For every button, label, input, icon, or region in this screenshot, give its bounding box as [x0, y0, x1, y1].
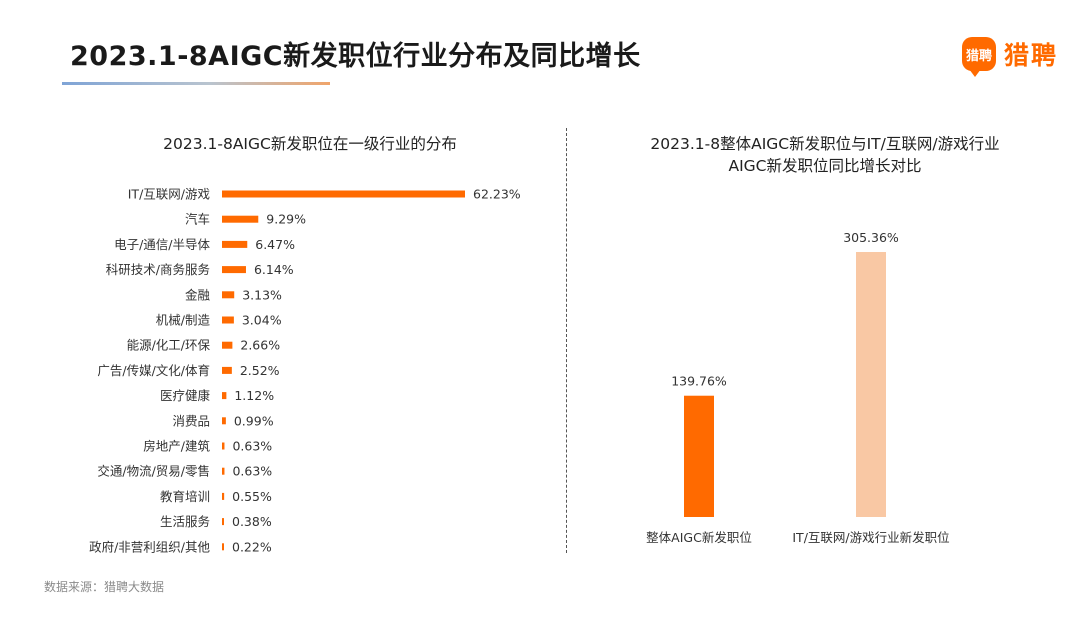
brand-logo-icon: 猎聘 — [961, 37, 996, 77]
page-title: 2023.1-8AIGC新发职位行业分布及同比增长 — [70, 41, 641, 72]
value-label: 62.23% — [473, 187, 521, 202]
category-label: IT/互联网/游戏 — [128, 187, 210, 202]
category-label: 能源/化工/环保 — [127, 338, 211, 353]
value-label: 3.04% — [242, 313, 282, 328]
right-chart-title: 2023.1-8整体AIGC新发职位与IT/互联网/游戏行业 AIGC新发职位同… — [590, 133, 1060, 177]
bar — [222, 492, 225, 500]
value-label: 139.76% — [671, 374, 727, 389]
value-label: 0.55% — [232, 489, 272, 504]
category-label: 电子/通信/半导体 — [114, 237, 210, 252]
bar — [222, 215, 259, 223]
category-label: 广告/传媒/文化/体育 — [97, 363, 210, 378]
value-label: 2.66% — [240, 338, 280, 353]
bar — [222, 366, 232, 374]
category-label: 医疗健康 — [160, 388, 211, 403]
bar — [222, 442, 225, 450]
right-chart-title-line-2: AIGC新发职位同比增长对比 — [728, 157, 922, 175]
category-label: 消费品 — [172, 413, 210, 428]
bar — [222, 291, 235, 299]
bar — [222, 240, 248, 248]
value-label: 0.22% — [232, 539, 272, 554]
value-label: 305.36% — [843, 230, 899, 245]
category-label: 汽车 — [185, 212, 210, 227]
category-label: 科研技术/商务服务 — [106, 262, 210, 277]
brand-logo-text: 猎聘 — [965, 48, 992, 64]
category-label: 金融 — [185, 287, 211, 302]
left-chart-title: 2023.1-8AIGC新发职位在一级行业的分布 — [163, 135, 457, 153]
category-label: 政府/非营利组织/其他 — [89, 539, 210, 554]
value-label: 0.99% — [234, 413, 274, 428]
category-label: 生活服务 — [160, 514, 210, 529]
value-label: 6.47% — [255, 237, 295, 252]
value-label: 3.13% — [242, 287, 282, 302]
bar — [856, 252, 886, 517]
right-chart-title-line-1: 2023.1-8整体AIGC新发职位与IT/互联网/游戏行业 — [650, 135, 1000, 153]
category-label: 机械/制造 — [156, 313, 211, 328]
brand-name: 猎聘 — [1003, 41, 1058, 70]
category-label: 房地产/建筑 — [143, 439, 210, 454]
bar — [222, 392, 227, 400]
bar — [222, 190, 465, 198]
value-label: 0.63% — [232, 464, 272, 479]
data-source: 数据来源：猎聘大数据 — [44, 580, 165, 594]
title-underline — [62, 82, 330, 85]
bar — [222, 266, 246, 274]
category-label: 整体AIGC新发职位 — [646, 530, 752, 545]
bar — [222, 417, 226, 425]
brand: 猎聘 猎聘 — [961, 36, 1058, 77]
chart-divider — [566, 128, 567, 553]
bar — [222, 543, 224, 551]
bar — [222, 518, 224, 526]
value-label: 2.52% — [240, 363, 280, 378]
value-label: 9.29% — [266, 212, 306, 227]
category-label: IT/互联网/游戏行业新发职位 — [792, 530, 949, 545]
category-label: 教育培训 — [160, 489, 210, 504]
bar — [222, 316, 234, 324]
value-label: 0.63% — [232, 439, 272, 454]
bar — [222, 467, 225, 475]
value-label: 6.14% — [254, 262, 294, 277]
value-label: 0.38% — [232, 514, 272, 529]
category-label: 交通/物流/贸易/零售 — [97, 464, 210, 479]
bar — [684, 395, 714, 517]
value-label: 1.12% — [234, 388, 274, 403]
bar — [222, 341, 233, 349]
